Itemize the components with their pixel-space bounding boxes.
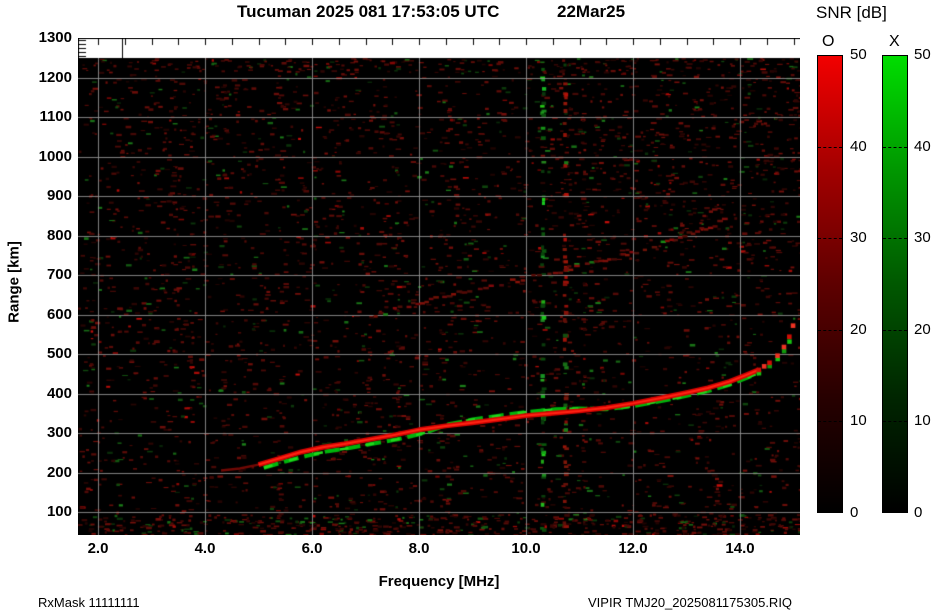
x-tick-label: 8.0 — [408, 540, 430, 557]
colorbar-tick-label: 10 — [850, 412, 867, 430]
y-tick-label: 100 — [46, 503, 72, 520]
y-tick-label: 800 — [46, 226, 72, 244]
colorbar-tick-dash — [883, 238, 907, 240]
colorbar-tick-dash — [883, 147, 907, 149]
colorbar-tick-label: 10 — [914, 412, 931, 430]
colorbar-tick-label: 20 — [850, 320, 867, 338]
colorbar-tick-dash — [818, 329, 842, 331]
colorbar-tick-dash — [818, 238, 842, 240]
page-title: Tucuman 2025 081 17:53:05 UTC — [237, 2, 500, 21]
y-tick-label: 300 — [46, 424, 72, 441]
y-tick-label: 600 — [46, 305, 72, 323]
colorbar-tick-label: 0 — [850, 504, 859, 521]
colorbar-o — [817, 55, 843, 513]
rxmask-label: RxMask 11111111 — [38, 595, 140, 610]
x-tick-label: 14.0 — [725, 540, 755, 557]
colorbar-tick-label: 40 — [914, 137, 931, 155]
filename-label: VIPIR TMJ20_2025081175305.RIQ — [588, 595, 793, 610]
colorbar-tick-dash — [818, 147, 842, 149]
colorbar-tick-label: 20 — [914, 320, 931, 338]
y-tick-label: 1100 — [39, 108, 72, 125]
x-tick-label: 6.0 — [301, 540, 323, 557]
y-tick-label: 1000 — [38, 147, 72, 165]
colorbar-title: SNR [dB] — [816, 3, 887, 22]
ionogram-canvas — [78, 38, 800, 535]
x-mode-label: X — [889, 33, 900, 50]
colorbar-tick-dash — [883, 420, 907, 422]
x-axis-title: Frequency [MHz] — [378, 573, 500, 590]
colorbar-tick-dash — [883, 329, 907, 331]
colorbar-tick-label: 0 — [914, 504, 923, 521]
y-tick-label: 500 — [46, 345, 72, 362]
o-mode-label: O — [822, 33, 835, 50]
y-tick-label: 200 — [46, 463, 72, 481]
colorbar-tick-label: 50 — [850, 46, 867, 63]
date-label: 22Mar25 — [557, 2, 626, 21]
y-tick-label: 1200 — [38, 68, 72, 86]
y-tick-label: 700 — [46, 266, 72, 283]
colorbar-tick-label: 40 — [850, 137, 867, 155]
y-tick-label: 900 — [46, 187, 72, 204]
colorbar-tick-label: 50 — [914, 46, 931, 63]
colorbar-tick-dash — [818, 420, 842, 422]
x-tick-label: 10.0 — [511, 540, 541, 557]
y-tick-label: 1300 — [38, 29, 72, 46]
colorbar-x — [882, 55, 908, 513]
x-tick-label: 4.0 — [194, 540, 216, 557]
colorbar-tick-label: 30 — [914, 229, 931, 247]
x-tick-label: 12.0 — [618, 540, 648, 557]
colorbar-tick-label: 30 — [850, 229, 867, 247]
y-tick-label: 400 — [46, 384, 72, 402]
x-tick-label: 2.0 — [87, 540, 109, 557]
y-axis-title: Range [km] — [5, 241, 23, 323]
